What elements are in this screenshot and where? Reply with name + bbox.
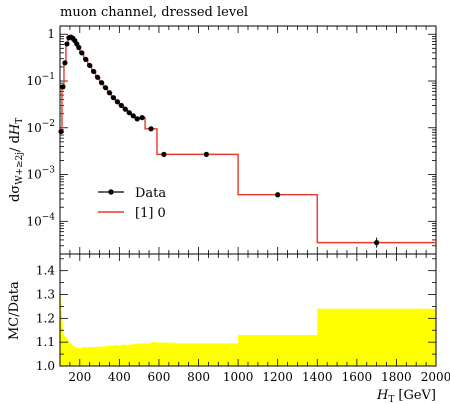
ratio-y-tick-labels: 1.0 1.1 1.2 1.3 1.4 xyxy=(36,264,55,373)
data-point xyxy=(110,95,117,101)
data-point xyxy=(64,41,70,47)
ratio-y-tick-label: 1.1 xyxy=(36,335,55,349)
data-point xyxy=(122,106,128,112)
x-tick-labels: 200 400 600 800 1000 1200 1400 1600 1800 2000 xyxy=(68,370,450,384)
data-point xyxy=(374,240,380,246)
ratio-band-group xyxy=(60,287,436,366)
data-point xyxy=(79,50,85,56)
data-point xyxy=(126,110,132,116)
x-axis-label: HT [GeV] xyxy=(376,388,436,404)
data-point xyxy=(58,128,64,135)
legend-mc-label: [1] 0 xyxy=(135,206,166,221)
ylabel-subscript: W+≥2j xyxy=(15,152,25,185)
main-panel-ticks xyxy=(59,26,437,255)
x-tick-label: 1200 xyxy=(262,370,293,384)
data-point xyxy=(139,115,145,121)
data-point xyxy=(203,151,210,157)
data-point xyxy=(106,90,113,96)
ylabel-sigma: dσ xyxy=(8,185,23,202)
x-tick-label: 800 xyxy=(187,370,210,384)
data-point xyxy=(91,68,97,75)
main-y-tick-label: 10−1 xyxy=(26,72,55,88)
ylabel-slash: / d xyxy=(8,135,23,152)
main-panel-frame xyxy=(59,25,437,255)
legend-data-label: Data xyxy=(135,186,166,201)
mc-ratio-band xyxy=(60,287,436,366)
data-point xyxy=(118,102,124,109)
data-point xyxy=(148,126,154,132)
data-point xyxy=(87,62,93,69)
chart-title: muon channel, dressed level xyxy=(60,5,248,20)
data-point xyxy=(114,99,120,105)
xlabel-unit: [GeV] xyxy=(398,388,436,403)
data-point xyxy=(134,116,140,122)
ratio-y-tick-label: 1.2 xyxy=(36,311,55,325)
data-point xyxy=(95,74,101,80)
data-point xyxy=(62,60,68,66)
main-y-tick-label: 1 xyxy=(47,27,55,41)
x-tick-label: 1600 xyxy=(342,370,373,384)
ratio-y-tick-label: 1.3 xyxy=(36,288,55,302)
data-point xyxy=(102,85,109,91)
xlabel-variable: H xyxy=(376,388,389,403)
main-y-tick-labels: 1 10−1 10−2 10−3 10−4 xyxy=(26,27,55,228)
data-point xyxy=(161,151,167,157)
x-tick-label: 200 xyxy=(68,370,91,384)
legend-data-marker xyxy=(108,189,114,195)
legend: Data [1] 0 xyxy=(98,186,166,221)
main-y-axis-label: dσW+≥2j/ dHT xyxy=(8,118,25,202)
data-point xyxy=(60,84,66,90)
data-point xyxy=(275,192,281,198)
x-tick-label: 600 xyxy=(147,370,170,384)
main-series-group xyxy=(58,34,436,248)
x-tick-label: 1000 xyxy=(223,370,254,384)
xlabel-variable-subscript: T xyxy=(388,395,394,404)
x-tick-label: 1800 xyxy=(381,370,412,384)
x-tick-label: 1400 xyxy=(302,370,333,384)
ratio-panel-ticks xyxy=(59,254,437,367)
ratio-y-tick-label: 1.0 xyxy=(36,359,55,373)
main-y-tick-label: 10−3 xyxy=(26,166,55,182)
main-y-tick-label: 10−2 xyxy=(26,119,55,135)
data-point xyxy=(98,80,105,86)
main-y-tick-label: 10−4 xyxy=(26,212,55,228)
data-point xyxy=(76,44,82,51)
data-point xyxy=(130,113,136,119)
ylabel-variable: H xyxy=(8,123,23,136)
ratio-y-tick-label: 1.4 xyxy=(36,264,55,278)
ylabel-variable-subscript: T xyxy=(15,118,25,124)
x-tick-label: 2000 xyxy=(421,370,450,384)
x-tick-label: 400 xyxy=(108,370,131,384)
ratio-y-axis-label: MC/Data xyxy=(7,281,22,340)
data-point xyxy=(83,56,89,62)
